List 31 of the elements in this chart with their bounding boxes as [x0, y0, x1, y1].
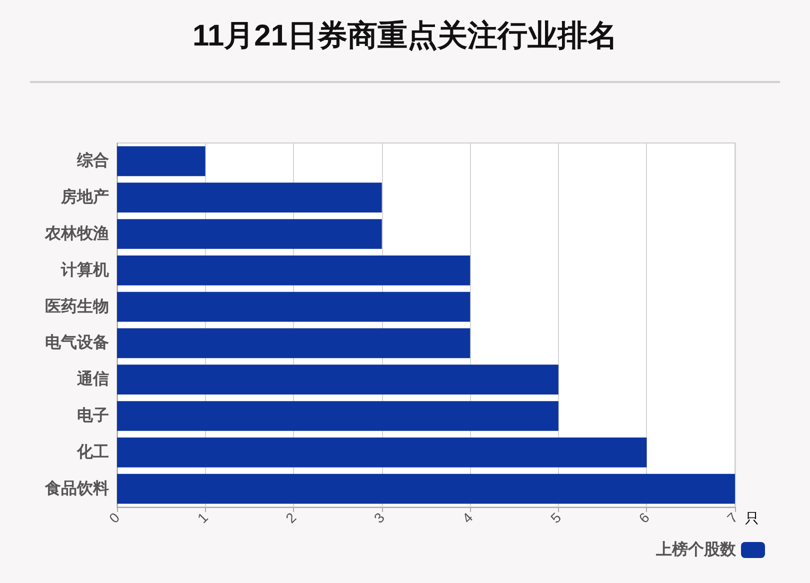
y-tick-label: 通信	[76, 370, 109, 388]
x-tick-label: 2	[282, 509, 300, 526]
legend-label: 上榜个股数	[655, 540, 737, 558]
bar	[117, 292, 470, 322]
bar	[117, 146, 206, 176]
x-tick-label: 7	[724, 509, 741, 526]
bar	[117, 328, 470, 358]
y-tick-label: 房地产	[60, 187, 109, 206]
x-tick-label: 4	[458, 509, 476, 526]
bar	[117, 474, 735, 504]
y-tick-label: 农林牧渔	[44, 224, 109, 242]
y-tick-label: 计算机	[60, 260, 109, 279]
bar	[117, 182, 382, 213]
y-tick-label: 电子	[77, 406, 109, 424]
bar	[117, 437, 647, 468]
x-tick-label: 5	[547, 509, 564, 526]
y-tick-label: 食品饮料	[44, 479, 109, 498]
x-tick-label: 3	[370, 509, 388, 526]
y-tick-label: 综合	[76, 152, 109, 170]
x-tick-label: 6	[636, 509, 653, 526]
chart-title: 11月21日券商重点关注行业排名	[192, 18, 618, 52]
bar	[117, 255, 470, 286]
x-tick-label: 0	[106, 509, 123, 526]
y-tick-label: 电气设备	[45, 334, 109, 352]
x-axis-title: 只	[744, 510, 759, 526]
x-tick-label: 1	[194, 509, 212, 526]
y-tick-label: 化工	[76, 442, 109, 461]
y-tick-label: 医药生物	[45, 297, 109, 316]
bar	[117, 219, 382, 249]
bar	[117, 401, 558, 431]
bar	[117, 364, 558, 395]
